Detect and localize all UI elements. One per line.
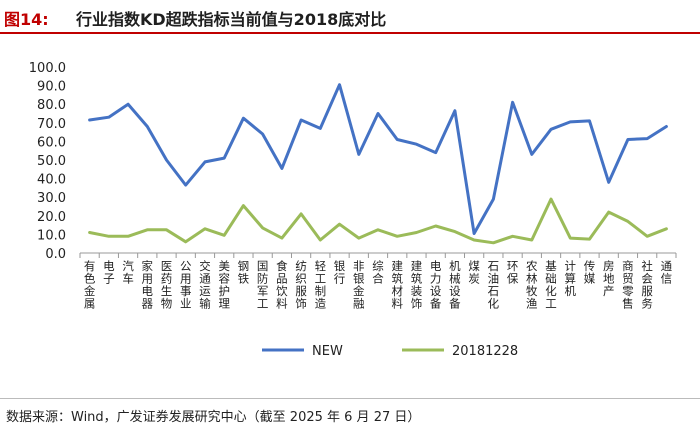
x-tick-label: 社会服务 xyxy=(641,259,653,311)
x-tick-label: 国防军工 xyxy=(257,259,269,311)
x-tick-label: 医药生物 xyxy=(161,259,173,311)
x-tick-label: 食品饮料 xyxy=(276,259,288,311)
x-tick-label: 纺织服饰 xyxy=(295,259,307,311)
source-note: 数据来源：Wind，广发证券发展研究中心（截至 2025 年 6 月 27 日） xyxy=(6,410,421,425)
x-tick-label: 综合 xyxy=(372,259,384,286)
x-tick-label: 商贸零售 xyxy=(622,259,634,311)
y-tick-label: 50.0 xyxy=(37,154,66,169)
x-tick-label: 建筑材料 xyxy=(391,259,403,311)
y-tick-label: 90.0 xyxy=(37,80,66,95)
x-tick-label: 电力设备 xyxy=(430,259,442,311)
x-tick-label: 轻工制造 xyxy=(315,259,327,311)
x-tick-label: 有色金属 xyxy=(84,259,96,311)
x-tick-label: 美容护理 xyxy=(218,259,230,311)
y-tick-label: 0.0 xyxy=(45,247,66,262)
x-tick-label: 建筑装饰 xyxy=(411,259,423,311)
y-tick-label: 30.0 xyxy=(37,191,66,206)
legend-label: NEW xyxy=(312,344,343,359)
x-tick-label: 电子 xyxy=(103,259,115,286)
y-tick-label: 100.0 xyxy=(29,61,66,76)
x-tick-label: 石油石化 xyxy=(488,259,500,311)
legend: NEW 20181228 xyxy=(262,344,518,359)
x-tick-label: 机械设备 xyxy=(449,259,461,311)
figure-label: 图14: xyxy=(4,10,49,29)
series-lines xyxy=(88,83,668,245)
y-tick-label: 40.0 xyxy=(37,173,66,188)
y-tick-label: 70.0 xyxy=(37,117,66,132)
x-tick-label: 交通运输 xyxy=(199,259,211,311)
y-tick-label: 80.0 xyxy=(37,98,66,113)
divider xyxy=(0,398,700,399)
x-axis: 有色金属电子汽车家用电器医药生物公用事业交通运输美容护理钢铁国防军工食品饮料纺织… xyxy=(79,252,677,311)
x-tick-label: 基础化工 xyxy=(545,259,557,311)
x-tick-label: 非银金融 xyxy=(353,259,365,311)
x-tick-label: 银行 xyxy=(334,259,346,286)
line-chart: 0.0 10.0 20.0 30.0 40.0 50.0 60.0 70.0 80.0 90.0 1… xyxy=(29,61,677,359)
x-tick-label: 公用事业 xyxy=(180,259,192,311)
x-tick-label: 农林牧渔 xyxy=(526,259,538,311)
series-line-new xyxy=(88,83,668,235)
y-tick-label: 20.0 xyxy=(37,210,66,225)
legend-label: 20181228 xyxy=(452,344,518,359)
x-tick-label: 家用电器 xyxy=(142,259,154,311)
series-line-20181228 xyxy=(88,197,668,245)
y-tick-label: 10.0 xyxy=(37,228,66,243)
x-tick-label: 钢铁 xyxy=(238,259,250,286)
x-tick-label: 汽车 xyxy=(122,259,134,286)
x-tick-label: 煤炭 xyxy=(468,259,480,286)
y-tick-label: 60.0 xyxy=(37,135,66,150)
figure-header: 图14: 行业指数KD超跌指标当前值与2018底对比 xyxy=(0,0,700,34)
x-tick-label: 计算机 xyxy=(565,259,577,298)
figure-title: 行业指数KD超跌指标当前值与2018底对比 xyxy=(76,10,387,29)
x-tick-label: 传媒 xyxy=(584,259,596,286)
x-tick-label: 环保 xyxy=(507,259,519,286)
y-axis: 0.0 10.0 20.0 30.0 40.0 50.0 60.0 70.0 80.0 90.0 1… xyxy=(29,61,66,262)
x-tick-label: 通信 xyxy=(661,259,673,286)
x-tick-label: 房地产 xyxy=(603,259,615,298)
